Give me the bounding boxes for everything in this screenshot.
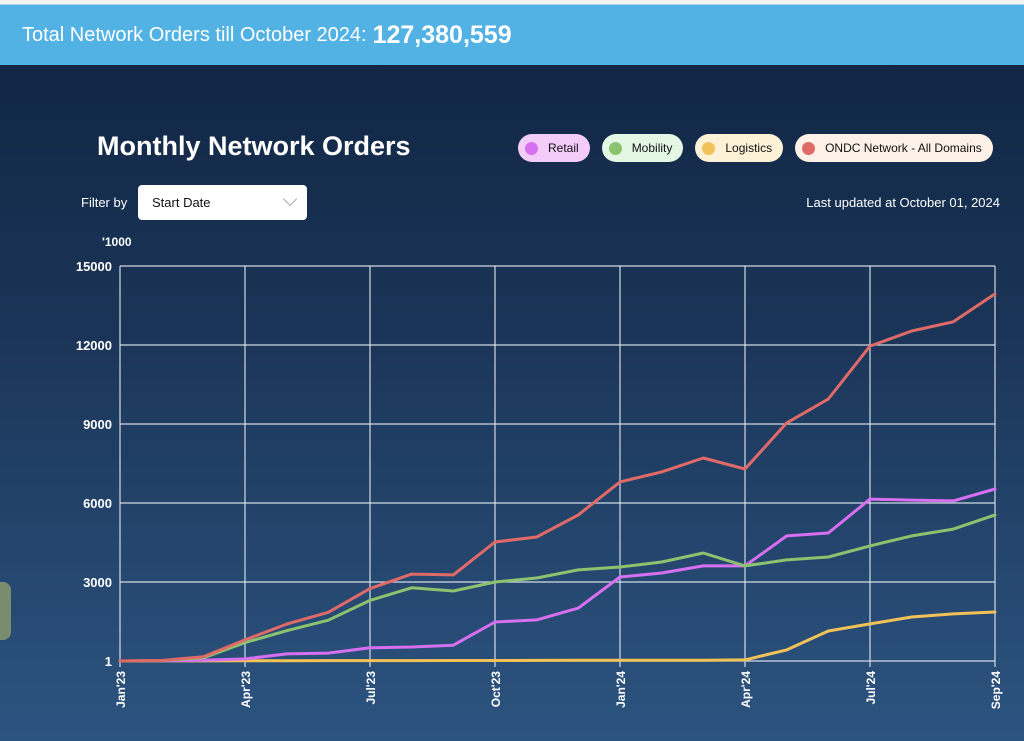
legend-dot-icon: [608, 141, 622, 155]
filter-selected-value: Start Date: [152, 195, 211, 210]
series-line-mobility: [118, 513, 997, 663]
legend-label: ONDC Network - All Domains: [825, 141, 982, 155]
last-updated-text: Last updated at October 01, 2024: [806, 195, 1000, 210]
y-tick-label: 3000: [83, 575, 112, 590]
series-line-logistics: [118, 610, 997, 663]
total-orders-label: Total Network Orders till October 2024:: [22, 23, 367, 46]
top-border: [0, 0, 1024, 4]
x-tick-label: Jan'23: [114, 671, 128, 708]
legend-dot-icon: [802, 141, 816, 155]
x-tick-label: Oct'23: [489, 671, 503, 708]
filter-label: Filter by: [81, 195, 128, 210]
y-tick-label: 9000: [83, 417, 112, 432]
filter-select[interactable]: Start Date: [138, 185, 307, 220]
legend-item-logistics[interactable]: Logistics: [695, 134, 784, 162]
series-line-ondc-network-all-domains: [118, 292, 997, 663]
x-tick-label: Jul'23: [364, 671, 378, 705]
x-tick-label: Sep'24: [989, 671, 1003, 710]
total-orders-value: 127,380,559: [372, 20, 512, 49]
legend-item-retail[interactable]: Retail: [518, 134, 590, 162]
chart-title: Monthly Network Orders: [97, 131, 411, 161]
side-feedback-tab[interactable]: [0, 582, 11, 640]
total-orders-banner: Total Network Orders till October 2024: …: [0, 4, 1024, 65]
series-line-retail: [118, 487, 997, 663]
legend-dot-icon: [525, 141, 538, 155]
y-axis-unit-label: '1000: [102, 235, 132, 249]
x-tick-label: Apr'24: [739, 671, 753, 708]
legend-label: Logistics: [725, 141, 773, 155]
y-tick-label: 1: [105, 654, 112, 669]
legend-label: Mobility: [631, 141, 673, 155]
chart-legend: Retail Mobility Logistics ONDC Network - Al…: [518, 134, 993, 162]
x-tick-label: Jul'24: [864, 671, 878, 705]
x-tick-label: Jan'24: [614, 671, 628, 708]
y-tick-label: 12000: [76, 338, 112, 353]
y-tick-label: 6000: [83, 496, 112, 511]
legend-item-ondc-network-all-domains[interactable]: ONDC Network - All Domains: [795, 134, 993, 162]
y-tick-label: 15000: [76, 259, 112, 274]
legend-label: Retail: [548, 141, 579, 155]
legend-dot-icon: [702, 141, 716, 155]
legend-item-mobility[interactable]: Mobility: [601, 134, 684, 162]
x-tick-label: Apr'23: [239, 671, 253, 708]
